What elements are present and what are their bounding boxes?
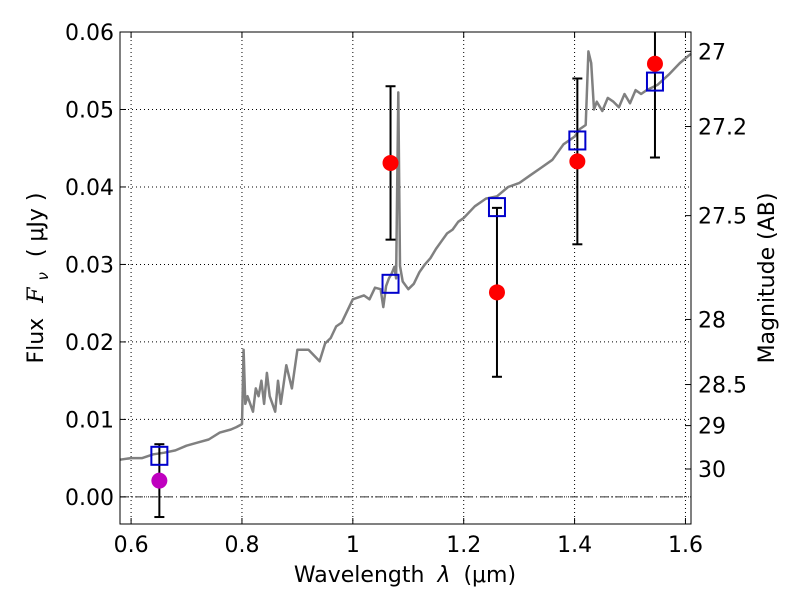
y-axis-label-symbol: F — [24, 287, 49, 304]
model-photometry-square — [150, 445, 169, 466]
observed-point — [569, 153, 586, 170]
model-photometry-square — [645, 71, 664, 92]
y-tick-label: 0.06 — [65, 21, 114, 46]
y-axis-label-unit: ( μJy ) — [24, 192, 49, 257]
x-tick-label: 1.2 — [446, 533, 481, 558]
x-tick-label: 1 — [346, 533, 360, 558]
model-photometry-square — [381, 273, 400, 294]
x-tick-label: 1.6 — [668, 533, 703, 558]
y-tick-label: 0.05 — [65, 98, 114, 123]
model-photometry-square — [487, 197, 506, 218]
y2-tick-label: 28.5 — [698, 374, 747, 399]
y2-tick-label: 27 — [698, 40, 726, 65]
y-tick-label: 0.01 — [65, 408, 114, 433]
y2-tick-label: 27.5 — [698, 205, 747, 230]
x-tick-label: 0.6 — [114, 533, 149, 558]
y-tick-label: 0.04 — [65, 176, 114, 201]
y-axis-label-subscript: ν — [34, 272, 52, 280]
y2-tick-label: 27.2 — [698, 116, 747, 141]
model-photometry-square — [568, 130, 587, 151]
observed-point — [151, 472, 168, 489]
x-axis-label-unit: (μm) — [463, 563, 516, 588]
y2-tick-label: 29 — [698, 415, 726, 440]
observed-point — [646, 55, 663, 72]
y2-tick-label: 30 — [698, 458, 726, 483]
y-tick-label: 0.03 — [65, 253, 114, 278]
x-axis-label-text: Wavelength — [294, 563, 425, 588]
x-axis-label: Wavelength λ (μm) — [294, 563, 516, 588]
y-tick-label: 0.00 — [65, 486, 114, 511]
model-sed-curve — [119, 50, 692, 461]
sed-line — [119, 50, 692, 461]
y-axis-label: Flux F ν ( μJy ) — [24, 192, 54, 363]
observed-point — [488, 284, 505, 301]
observed-point — [382, 154, 399, 171]
ticks: 0.6 0.8 1 1.2 1.4 1.6 0.00 0.01 0.02 0.03 0.04 0.05… — [65, 21, 747, 558]
y-tick-label: 0.02 — [65, 331, 114, 356]
x-axis-label-symbol: λ — [436, 563, 450, 588]
x-tick-label: 0.8 — [224, 533, 259, 558]
y2-axis-label: Magnitude (AB) — [755, 193, 780, 364]
y-axis-label-text: Flux — [24, 318, 49, 364]
y2-tick-label: 28 — [698, 308, 726, 333]
plot-frame — [119, 31, 692, 525]
markers — [150, 55, 664, 489]
plot-area — [120, 32, 691, 524]
x-tick-label: 1.4 — [557, 533, 592, 558]
